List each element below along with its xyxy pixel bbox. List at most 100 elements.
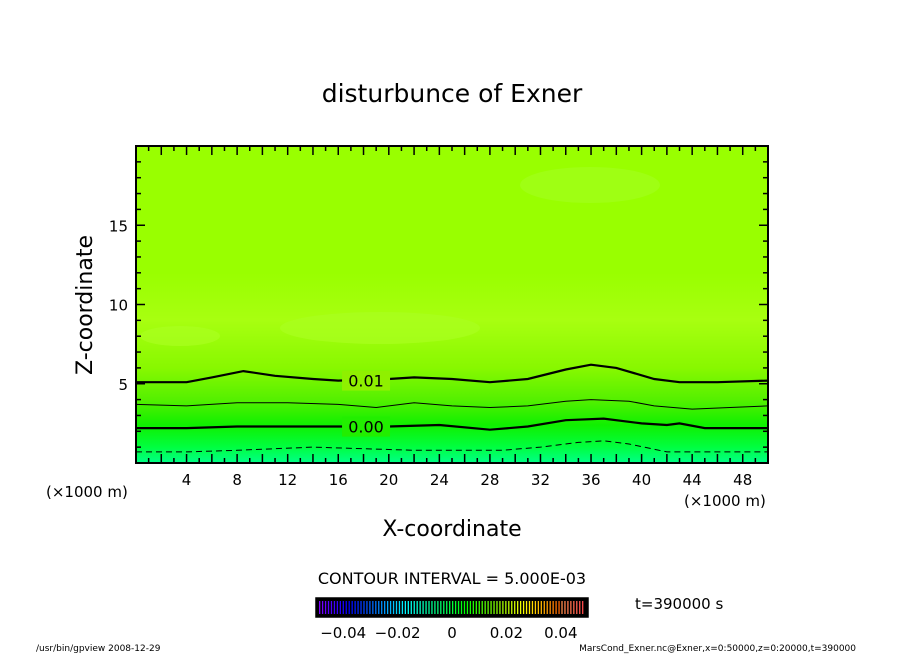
colorbar-stripe	[454, 601, 457, 614]
x-tick-label: 36	[581, 471, 600, 489]
time-label: t=390000 s	[635, 595, 723, 613]
colorbar-stripe	[570, 601, 572, 614]
colorbar-stripe	[475, 601, 477, 614]
y-tick-label: 5	[118, 376, 128, 394]
contour-line-0.005	[135, 399, 769, 410]
x-tick-label: 44	[683, 471, 702, 489]
x-tick-label: 28	[480, 471, 499, 489]
colorbar-stripe	[452, 601, 454, 614]
contour-label: 0.00	[348, 418, 384, 437]
colorbar-stripe	[440, 601, 442, 614]
colorbar-stripe	[381, 601, 383, 614]
colorbar-stripe	[534, 601, 537, 614]
colorbar-stripe	[437, 601, 439, 614]
colorbar-stripe	[384, 601, 386, 614]
plot-area	[136, 146, 768, 463]
colorbar-stripe	[490, 601, 492, 614]
colorbar-stripe	[525, 601, 528, 614]
colorbar-stripe	[419, 601, 421, 614]
colorbar-stripe	[360, 601, 362, 614]
colorbar-stripe	[446, 601, 448, 614]
contour-label-bg	[342, 370, 391, 391]
footer-left: /usr/bin/gpview 2008-12-29	[36, 644, 161, 654]
colorbar-tick-label: 0.02	[490, 624, 523, 642]
colorbar-stripe	[339, 601, 341, 614]
footer-right: MarsCond_Exner.nc@Exner,x=0:50000,z=0:20…	[579, 644, 856, 654]
colorbar-stripe	[517, 601, 519, 614]
colorbar-stripe	[324, 601, 327, 614]
x-tick-label: 20	[379, 471, 398, 489]
x-unit-label: (×1000 m)	[684, 492, 766, 510]
contour-line--0.005	[136, 440, 768, 453]
x-tick-label: 32	[531, 471, 550, 489]
colorbar-stripe	[564, 601, 566, 614]
x-axis-label: X-coordinate	[382, 517, 521, 542]
chart-title: disturbunce of Exner	[322, 79, 583, 108]
light-patch	[280, 312, 480, 344]
colorbar-stripe	[369, 601, 371, 614]
colorbar-stripe	[478, 601, 480, 614]
colorbar-stripe	[472, 601, 474, 614]
colorbar-stripe	[457, 601, 460, 614]
colorbar-stripe	[537, 601, 540, 614]
colorbar-stripe	[398, 601, 401, 614]
colorbar-stripe	[389, 601, 392, 614]
colorbar-stripe	[499, 601, 501, 614]
x-tick-label: 8	[232, 471, 242, 489]
y-tick-label: 15	[109, 217, 128, 235]
colorbar-stripe	[351, 601, 353, 614]
contour-line-0	[136, 417, 768, 431]
colorbar-stripe	[561, 601, 563, 614]
contour-interval: CONTOUR INTERVAL = 5.000E-03	[318, 569, 586, 588]
colorbar-stripe	[321, 601, 324, 614]
contour-line-0.01	[136, 363, 769, 384]
colorbar-stripe	[576, 601, 578, 614]
colorbar-stripe	[582, 601, 584, 614]
colorbar-stripe	[407, 601, 409, 614]
colorbar-stripe	[428, 601, 430, 614]
light-patch	[140, 326, 220, 346]
colorbar-stripe	[342, 601, 344, 614]
colorbar-stripe	[348, 601, 350, 614]
colorbar-stripe	[567, 601, 569, 614]
x-tick-label: 24	[430, 471, 449, 489]
colorbar-stripe	[552, 601, 554, 614]
colorbar-stripe	[519, 601, 522, 614]
colorbar-stripe	[330, 601, 333, 614]
y-axis-label: Z-coordinate	[73, 235, 98, 375]
colorbar-stripe	[345, 601, 347, 614]
colorbar-stripe	[487, 601, 489, 614]
colorbar-tick-label: 0	[447, 624, 457, 642]
colorbar-frame	[315, 597, 589, 618]
colorbar-stripe	[378, 601, 380, 614]
x-tick-label: 40	[632, 471, 651, 489]
colorbar-stripe	[422, 601, 424, 614]
colorbar-stripe	[549, 601, 551, 614]
colorbar-stripe	[540, 601, 542, 614]
colorbar-stripe	[558, 601, 560, 614]
colorbar-stripe	[508, 601, 510, 614]
y-unit-label: (×1000 m)	[46, 483, 128, 501]
colorbar-stripe	[425, 601, 427, 614]
colorbar-stripe	[481, 601, 483, 614]
x-tick-label: 48	[733, 471, 752, 489]
colorbar-stripe	[449, 601, 451, 614]
colorbar-stripe	[327, 601, 330, 614]
contour-label: 0.01	[348, 372, 384, 391]
colorbar-stripe	[543, 601, 545, 614]
colorbar-stripe	[484, 601, 486, 614]
colorbar-stripe	[372, 601, 374, 614]
colorbar-stripe	[434, 601, 436, 614]
x-tick-label: 16	[329, 471, 348, 489]
colorbar-stripe	[375, 601, 377, 614]
contour-label-bg	[342, 416, 391, 437]
colorbar-stripe	[502, 601, 504, 614]
colorbar-stripe	[366, 601, 368, 614]
colorbar-tick-label: 0.04	[544, 624, 577, 642]
colorbar-stripe	[528, 601, 531, 614]
colorbar-stripe	[404, 601, 407, 614]
colorbar-stripe	[469, 601, 472, 614]
colorbar-stripe	[496, 601, 498, 614]
colorbar-stripe	[395, 601, 398, 614]
